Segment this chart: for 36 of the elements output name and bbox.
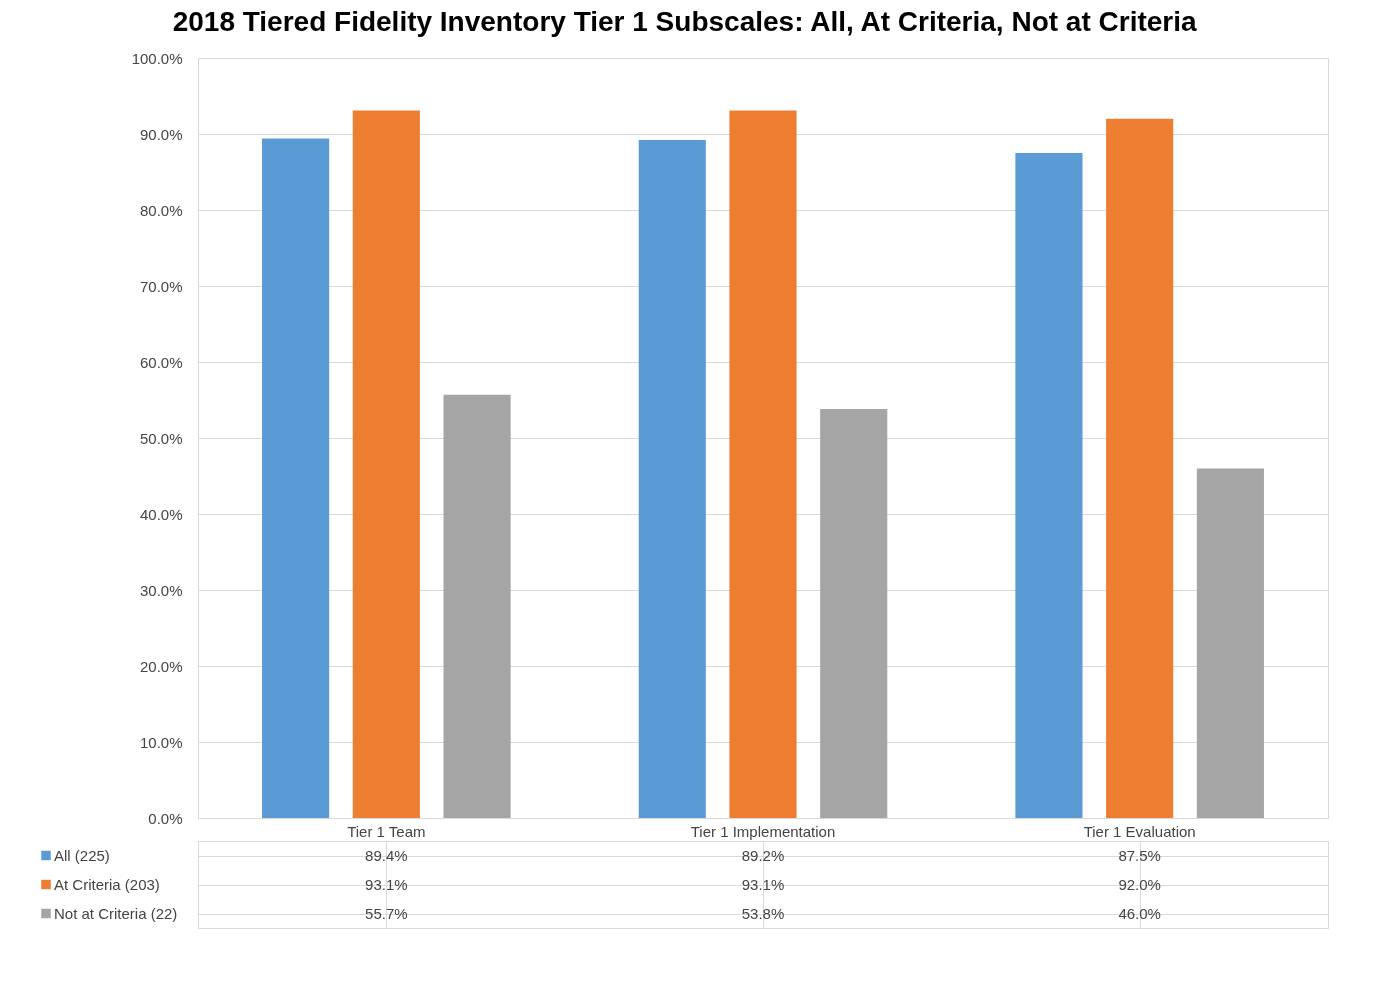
y-tick-label: 20.0%	[139, 657, 183, 675]
legend-label: All (225)	[54, 846, 110, 864]
y-tick-label: 90.0%	[139, 125, 183, 143]
bar	[352, 110, 420, 818]
bar	[1015, 153, 1083, 818]
y-tick-label: 50.0%	[139, 429, 183, 447]
chart-title: 2018 Tiered Fidelity Inventory Tier 1 Subscales: All, At Criteria, Not at Criteria	[172, 5, 1197, 37]
y-tick-label: 70.0%	[139, 277, 183, 295]
bar	[443, 394, 511, 818]
bar	[262, 138, 330, 818]
data-label: 46.0%	[1118, 904, 1161, 922]
legend-label: Not at Criteria (22)	[54, 904, 178, 922]
bar	[1196, 468, 1264, 818]
data-label: 87.5%	[1118, 846, 1161, 864]
y-tick-label: 40.0%	[139, 505, 183, 523]
x-tick-label: Tier 1 Implementation	[690, 822, 836, 840]
bar	[729, 110, 797, 818]
data-label: 89.4%	[365, 846, 408, 864]
bar	[1106, 118, 1174, 818]
bar	[638, 140, 706, 818]
y-tick-label: 30.0%	[139, 581, 183, 599]
data-label: 53.8%	[741, 904, 785, 922]
y-tick-label: 0.0%	[148, 809, 183, 827]
x-tick-label: Tier 1 Evaluation	[1083, 822, 1196, 840]
y-tick-label: 80.0%	[139, 201, 183, 219]
bar	[820, 409, 888, 818]
y-tick-label: 100.0%	[131, 49, 183, 67]
data-label: 93.1%	[365, 875, 408, 893]
y-tick-label: 60.0%	[139, 353, 183, 371]
legend-label: At Criteria (203)	[54, 875, 160, 893]
x-tick-label: Tier 1 Team	[347, 822, 426, 840]
data-label: 93.1%	[741, 875, 785, 893]
data-label: 55.7%	[365, 904, 408, 922]
y-tick-label: 10.0%	[139, 733, 183, 751]
data-label: 92.0%	[1118, 875, 1161, 893]
data-label: 89.2%	[741, 846, 785, 864]
